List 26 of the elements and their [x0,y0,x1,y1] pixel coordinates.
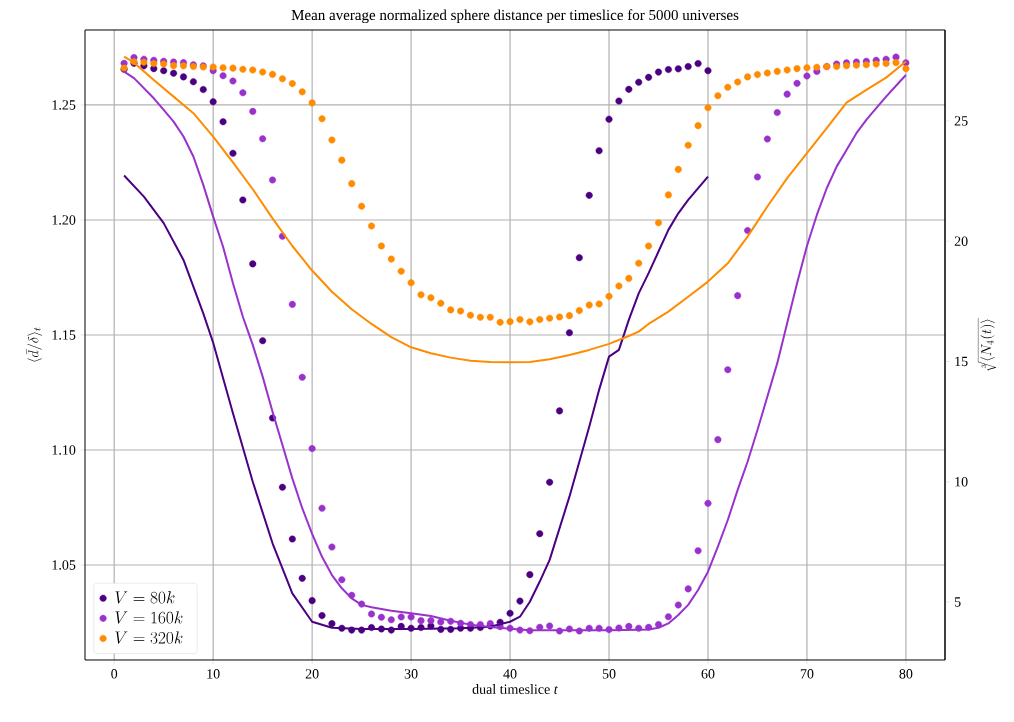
x-tick-label: 40 [503,669,517,679]
x-axis-title: dual timeslice t [472,684,558,694]
x-tick-label: 20 [305,669,319,679]
x-tick-label: 60 [701,669,715,679]
x-tick-label: 50 [602,669,616,679]
y-tick-label: 1.05 [52,560,76,570]
y-tick-label: 1.15 [52,330,76,340]
x-tick-label: 0 [111,669,118,679]
legend-label: $V=160k$ [115,611,183,624]
y-axis-title: $\langle \bar{d}/\delta\rangle_t$ [26,327,42,362]
y2-tick-label: 25 [954,116,968,126]
x-tick-label: 70 [800,669,814,679]
x-tick-label: 30 [404,669,418,679]
legend-label: $V=320k$ [115,631,183,644]
y-tick-label: 1.20 [52,215,76,225]
y2-tick-label: 15 [955,356,968,367]
x-tick-label: 10 [207,669,220,679]
y-tick-label: 1.25 [52,100,76,110]
chart-title: Mean average normalized sphere distance per timeslice for 5000 universes [291,9,739,24]
y2-tick-label: 5 [954,597,961,607]
y-tick-label: 1.10 [52,445,76,455]
y2-tick-label: 10 [955,477,968,487]
legend-label: $V=80k$ [115,591,175,604]
x-tick-label: 80 [899,669,913,679]
y2-tick-label: 20 [954,236,968,246]
y2-axis-title: $\sqrt[3]{\langle N_4(t)\rangle}$ [978,317,997,371]
